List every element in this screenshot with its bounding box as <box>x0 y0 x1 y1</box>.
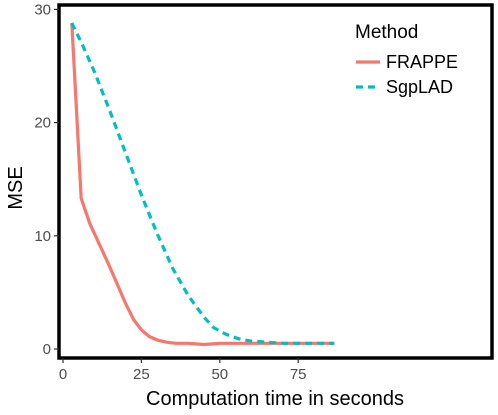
y-axis-title: MSE <box>5 166 27 209</box>
y-tick-label: 10 <box>34 228 51 245</box>
axes: 0 25 50 75 0 10 20 30 <box>34 1 306 383</box>
x-tick-label: 25 <box>133 366 150 383</box>
x-tick-label: 50 <box>211 366 228 383</box>
y-tick-label: 30 <box>34 1 51 18</box>
legend-title: Method <box>355 22 418 43</box>
x-tick-label: 0 <box>59 366 67 383</box>
x-axis-title: Computation time in seconds <box>146 388 404 410</box>
legend-label-frappe: FRAPPE <box>386 52 458 72</box>
legend-label-sgplad: SgpLAD <box>386 77 453 97</box>
x-tick-label: 75 <box>290 366 307 383</box>
plot-panel <box>57 3 494 360</box>
series-line-sgplad <box>70 22 335 345</box>
y-tick-label: 0 <box>43 341 51 358</box>
series-layer <box>70 22 335 347</box>
plot-area <box>57 3 494 360</box>
y-tick-label: 20 <box>34 115 51 132</box>
legend: Method FRAPPE SgpLAD <box>355 22 458 97</box>
